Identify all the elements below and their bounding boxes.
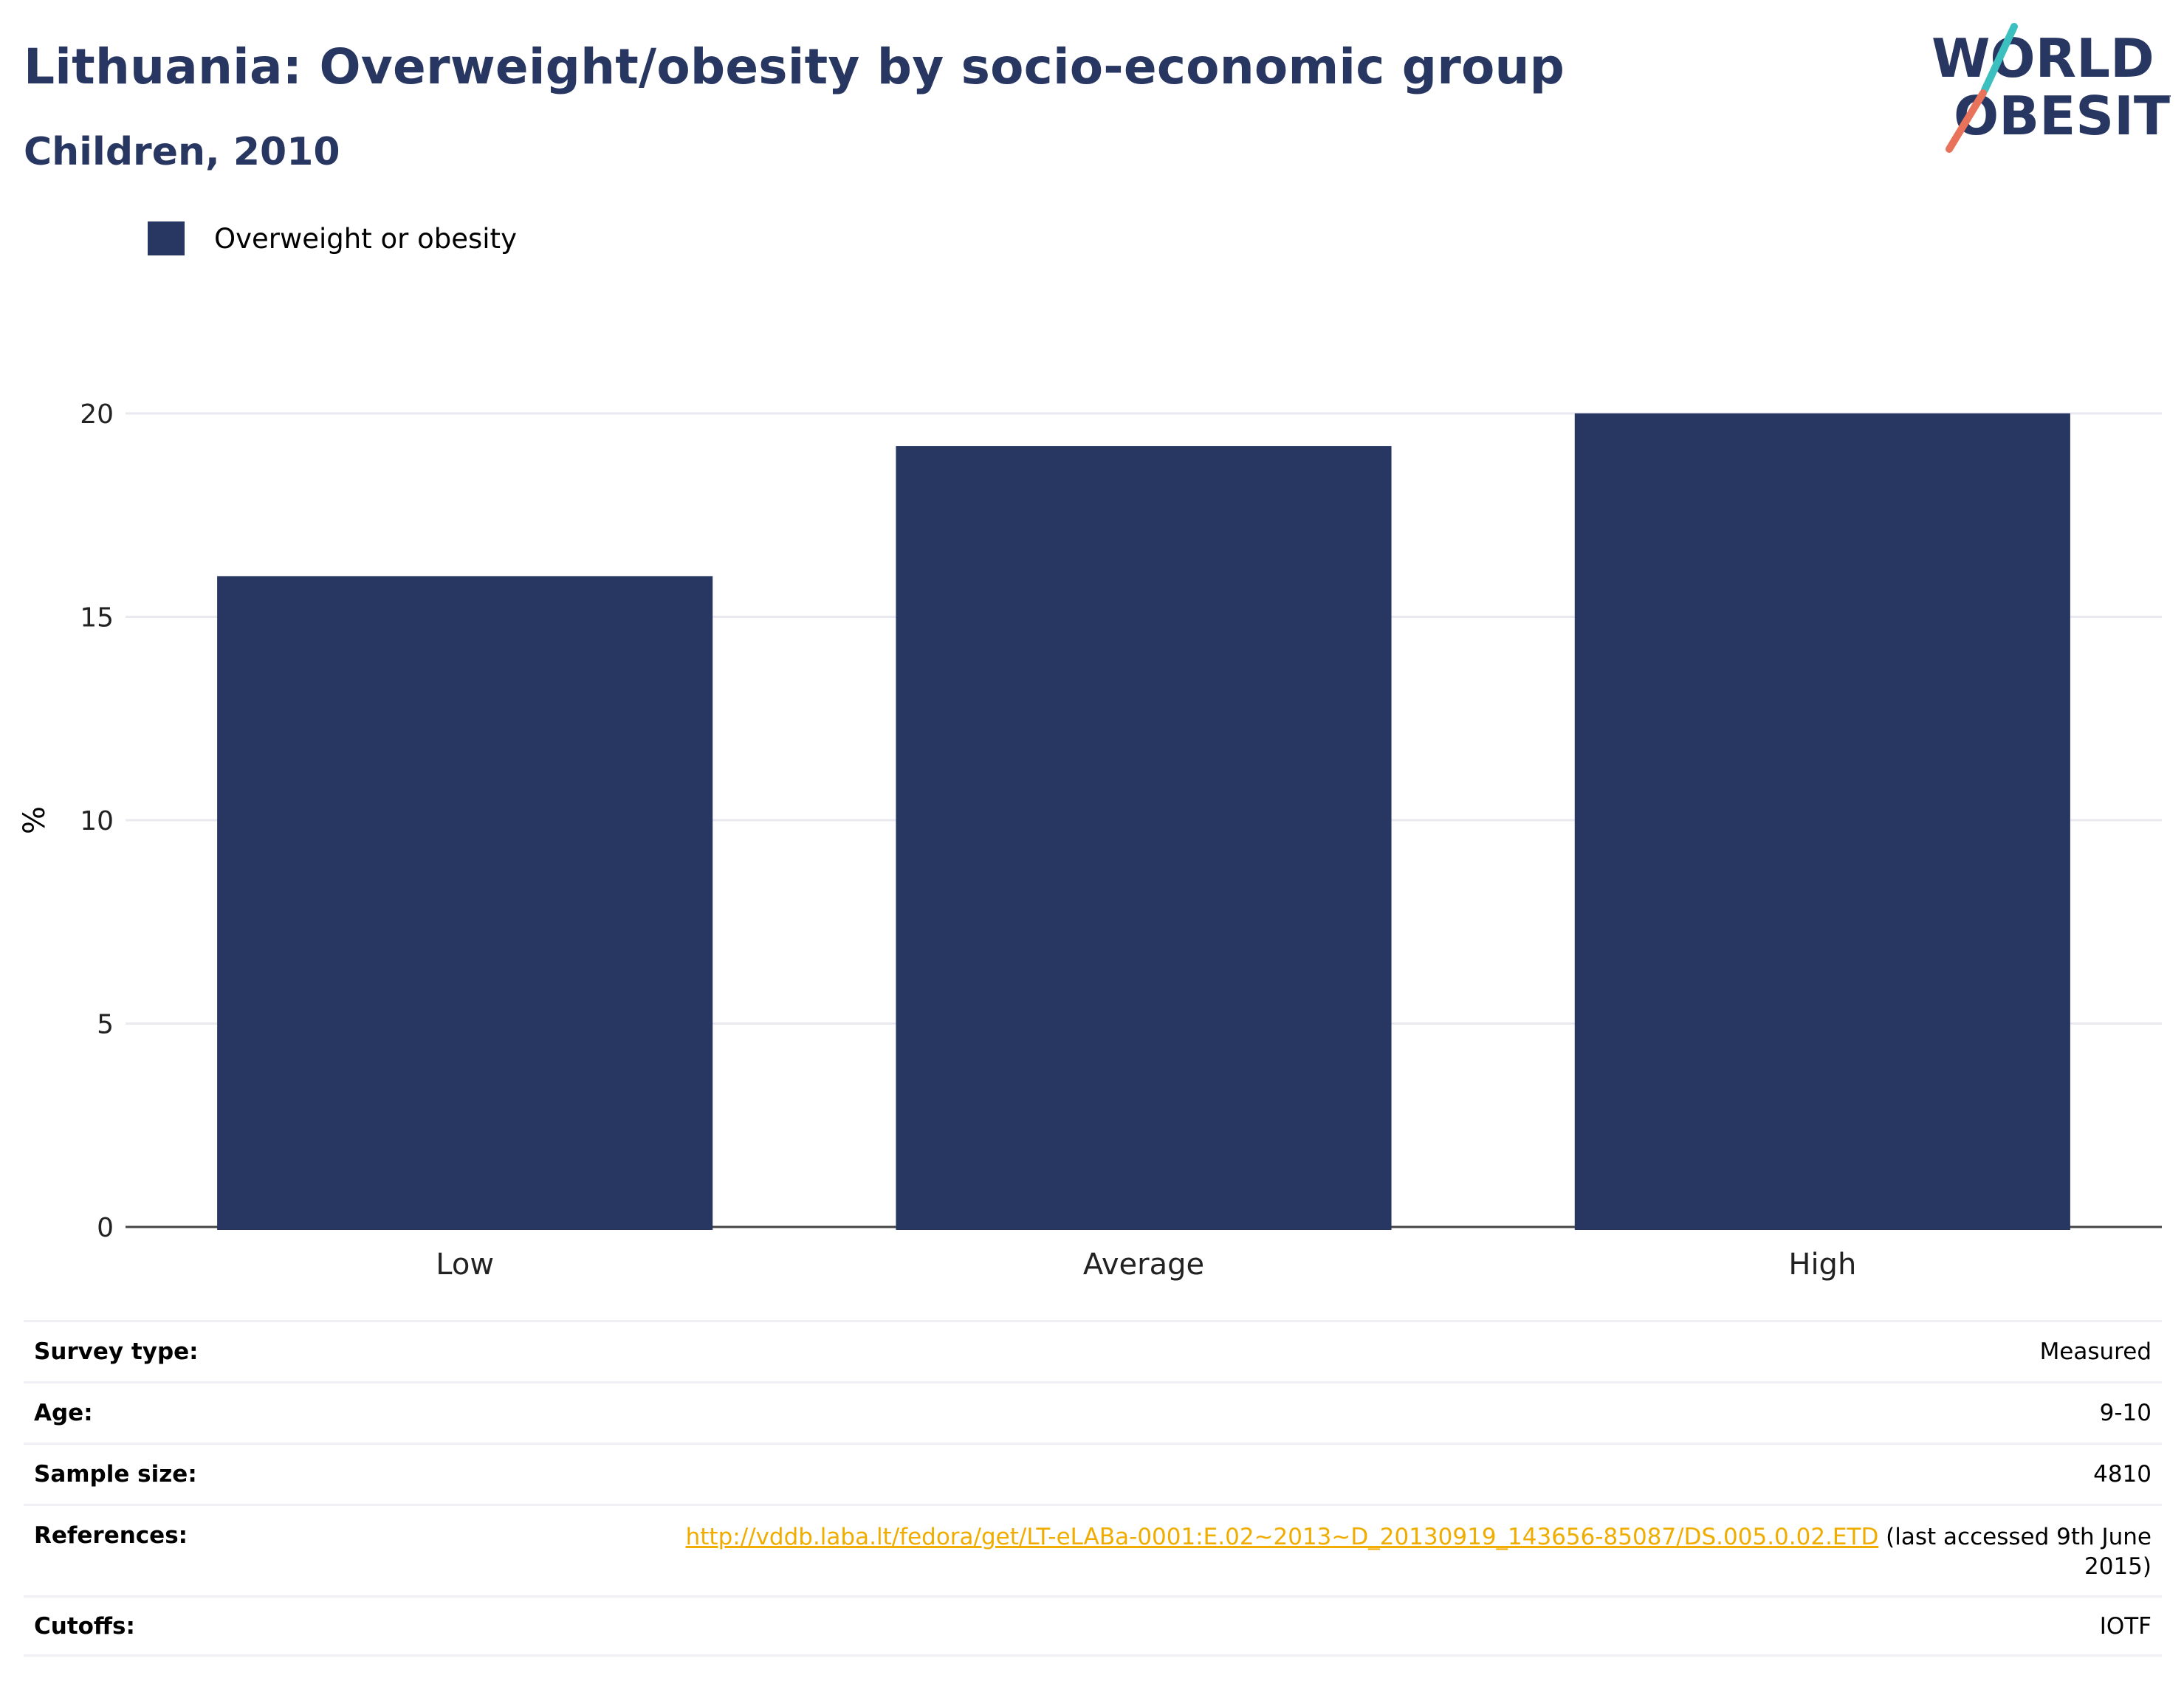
x-tick-label: Low [436,1248,494,1282]
info-value: IOTF [2099,1612,2152,1640]
info-row-cutoffs: Cutoffs: IOTF [24,1595,2162,1657]
reference-suffix: (last accessed 9th June [1878,1524,2152,1550]
logo-accent-coral [1946,89,1987,153]
world-obesity-logo: WORLD OBESITY [1931,23,2171,153]
info-value: Measured [2039,1338,2152,1365]
chart-title: Lithuania: Overweight/obesity by socio-e… [24,38,1565,95]
y-tick-label: 0 [97,1213,114,1243]
info-label: Cutoffs: [34,1612,135,1640]
info-row-age: Age: 9-10 [24,1381,2162,1443]
info-value: http://vddb.laba.lt/fedora/get/LT-eLABa-… [686,1522,2162,1581]
bar-chart: 0 5 10 15 20 Low Average High % [18,399,2162,1282]
info-value: 9-10 [2099,1400,2152,1426]
info-value: 4810 [2093,1461,2152,1488]
chart-subtitle: Children, 2010 [24,130,340,174]
legend-swatch [148,221,185,255]
info-row-references: References: http://vddb.laba.lt/fedora/g… [24,1504,2162,1595]
y-tick-label: 20 [80,399,114,430]
bars [217,413,2070,1230]
reference-link[interactable]: http://vddb.laba.lt/fedora/get/LT-eLABa-… [685,1524,1879,1550]
logo-line1: WORLD [1931,27,2154,89]
chart-legend: Overweight or obesity [148,220,517,257]
bar-average [896,446,1392,1230]
x-tick-labels: Low Average High [436,1248,1856,1282]
x-tick-label: High [1788,1248,1856,1282]
info-row-survey-type: Survey type: Measured [24,1320,2162,1381]
y-tick-label: 10 [80,806,114,836]
info-table: Survey type: Measured Age: 9-10 Sample s… [24,1320,2162,1657]
x-tick-label: Average [1083,1248,1204,1282]
bar-high [1574,413,2070,1230]
legend-label: Overweight or obesity [214,222,517,255]
reference-line2: 2015) [2084,1553,2152,1580]
logo-line2: OBESITY [1954,85,2171,147]
y-tick-labels: 0 5 10 15 20 [80,399,114,1243]
y-tick-label: 5 [97,1010,114,1040]
y-axis-title: % [18,806,52,834]
info-label: Age: [34,1400,93,1426]
info-label: Survey type: [34,1338,199,1365]
logo-accent-teal [1981,23,2018,94]
y-tick-label: 15 [80,603,114,633]
info-label: Sample size: [34,1461,197,1488]
info-row-sample-size: Sample size: 4810 [24,1443,2162,1504]
bar-low [217,576,713,1230]
info-label: References: [34,1522,188,1549]
